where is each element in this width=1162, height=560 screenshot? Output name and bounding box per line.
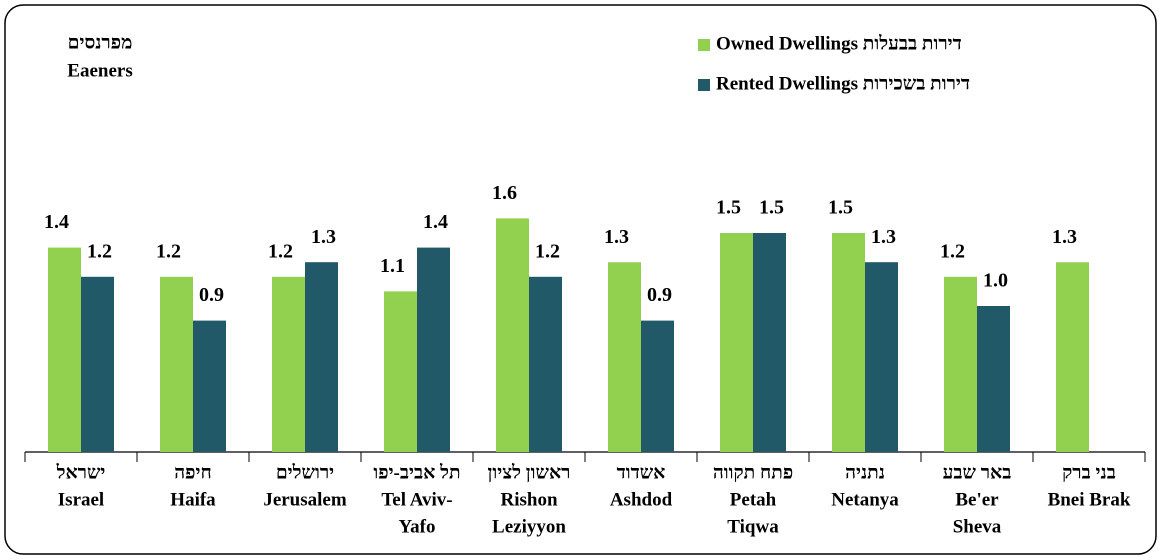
x-tick-label: Petah <box>730 489 777 510</box>
bar <box>720 233 753 452</box>
x-tick-label: באר שבע <box>943 462 1012 483</box>
legend-swatch <box>698 79 710 91</box>
data-label: 1.0 <box>983 270 1008 292</box>
x-tick-label: Sheva <box>953 516 1002 537</box>
data-label: 1.3 <box>604 226 629 248</box>
legend-label: Rented Dwellings דירות בשכירות <box>716 73 970 94</box>
legend-swatch <box>698 39 710 51</box>
legend-label: Owned Dwellings דירות בבעלות <box>716 33 962 54</box>
data-label: 1.5 <box>759 197 784 219</box>
bar <box>977 306 1010 452</box>
data-label: 1.2 <box>268 240 293 262</box>
data-label: 1.4 <box>423 211 448 233</box>
bar <box>496 218 529 452</box>
x-tick-label: Haifa <box>170 489 216 510</box>
x-tick-label: ראשון לציון <box>488 462 571 483</box>
bar <box>384 291 417 452</box>
bar <box>272 276 305 452</box>
data-label: 1.5 <box>828 197 853 219</box>
bar <box>160 276 193 452</box>
x-tick-label: Tel Aviv- <box>381 489 452 510</box>
x-tick-label: בני ברק <box>1062 462 1116 483</box>
data-label: 1.6 <box>492 182 517 204</box>
x-tick-label: Yafo <box>399 516 436 537</box>
data-label: 1.2 <box>87 240 112 262</box>
x-tick-label: Tiqwa <box>727 516 779 537</box>
x-tick-label: Be'er <box>955 489 999 510</box>
data-label: 0.9 <box>199 284 224 306</box>
x-tick-label: Netanya <box>831 489 899 510</box>
bar <box>832 233 865 452</box>
bar <box>753 233 786 452</box>
data-label: 1.2 <box>535 240 560 262</box>
bar <box>641 320 674 452</box>
data-label: 1.3 <box>1052 226 1077 248</box>
data-label: 1.5 <box>716 197 741 219</box>
bar <box>417 247 450 452</box>
bar <box>305 262 338 452</box>
data-label: 1.3 <box>871 226 896 248</box>
x-tick-label: אשדוד <box>617 462 666 483</box>
x-tick-label: פתח תקווה <box>713 462 793 483</box>
x-tick-label: Bnei Brak <box>1048 489 1131 510</box>
data-label: 1.2 <box>940 240 965 262</box>
data-label: 1.1 <box>380 255 405 277</box>
bar <box>944 276 977 452</box>
data-label: 1.4 <box>44 211 69 233</box>
data-label: 0.9 <box>647 284 672 306</box>
x-tick-label: Israel <box>58 489 104 510</box>
x-tick-label: חיפה <box>174 462 212 483</box>
bar <box>48 247 81 452</box>
x-tick-label: Ashdod <box>610 489 673 510</box>
bar <box>608 262 641 452</box>
bar <box>529 276 562 452</box>
x-tick-label: ירושלים <box>276 462 334 483</box>
x-tick-label: Rishon <box>500 489 557 510</box>
data-label: 1.2 <box>156 240 181 262</box>
x-tick-label: תל אביב-יפו <box>373 462 460 483</box>
y-label: Eaeners <box>67 60 132 81</box>
x-tick-label: Jerusalem <box>263 489 347 510</box>
x-tick-label: ישראל <box>56 462 106 483</box>
x-tick-label: נתניה <box>845 462 885 483</box>
bar <box>865 262 898 452</box>
bar <box>193 320 226 452</box>
x-tick-label: Leziyyon <box>492 516 566 537</box>
bar <box>1056 262 1089 452</box>
data-label: 1.3 <box>311 226 336 248</box>
bar <box>81 276 114 452</box>
y-label-hebrew: מפרנסים <box>68 32 133 53</box>
